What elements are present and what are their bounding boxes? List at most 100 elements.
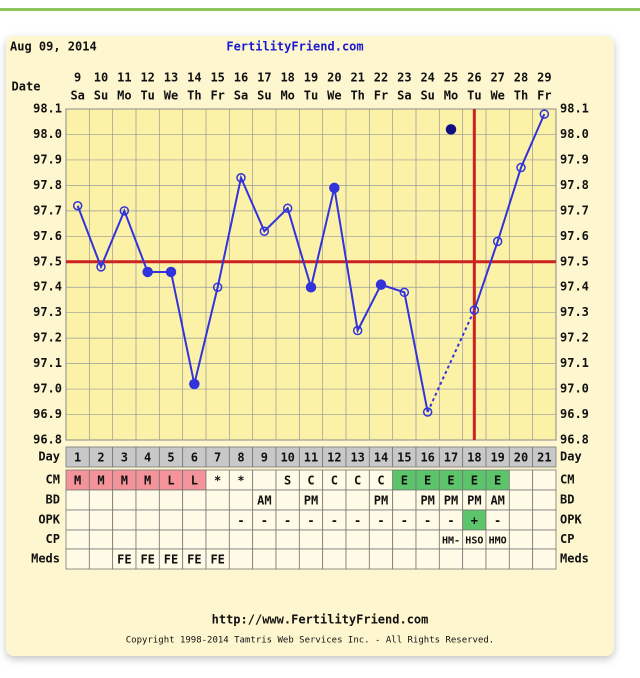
cell-text: S bbox=[284, 474, 291, 488]
table-cell bbox=[392, 548, 417, 570]
cell-text: M bbox=[74, 474, 81, 488]
table-cell bbox=[275, 529, 300, 550]
table-cell bbox=[228, 489, 254, 511]
table-cell bbox=[368, 548, 394, 570]
weekday-label: Th bbox=[187, 89, 201, 103]
table-cell bbox=[322, 548, 347, 570]
y-tick-label-right: 97.0 bbox=[560, 382, 589, 396]
table-cell bbox=[392, 529, 417, 550]
table-cell bbox=[252, 529, 277, 550]
cell-text: HM- bbox=[442, 536, 460, 547]
cell-text: 8 bbox=[237, 451, 244, 465]
temperature-point bbox=[469, 305, 480, 315]
temperature-point bbox=[329, 182, 340, 194]
cell-text: FE bbox=[164, 553, 178, 567]
cell-text: 17 bbox=[444, 451, 458, 465]
temperature-point bbox=[516, 162, 526, 173]
y-tick-label: 97.3 bbox=[33, 305, 62, 319]
gap-bridge bbox=[426, 309, 476, 413]
temperature-point bbox=[305, 281, 317, 293]
weekday-label: Su bbox=[94, 89, 108, 103]
table-cell bbox=[415, 529, 440, 550]
y-tick-label: 98.0 bbox=[33, 127, 62, 141]
table-cell bbox=[158, 489, 184, 511]
table-cell bbox=[135, 529, 160, 550]
cell-text: AM bbox=[257, 494, 271, 508]
y-tick-label-right: 97.8 bbox=[560, 178, 589, 192]
x-tick-label: 24 bbox=[420, 71, 434, 85]
temperature-line bbox=[76, 113, 546, 413]
weekday-label: Sa bbox=[70, 89, 84, 103]
weekday-label: Th bbox=[514, 89, 528, 103]
cell-text: PM bbox=[444, 494, 458, 508]
cell-text: C bbox=[377, 474, 384, 488]
weekday-label: Tu bbox=[304, 89, 318, 103]
table-cell bbox=[205, 489, 230, 511]
top-bar bbox=[0, 8, 640, 11]
table-cell bbox=[532, 509, 557, 531]
cell-text: 4 bbox=[144, 451, 151, 465]
row-label: Day bbox=[38, 450, 60, 464]
weekday-label: Tu bbox=[140, 89, 154, 103]
table-cell bbox=[532, 529, 557, 550]
table-cell bbox=[532, 489, 557, 511]
temperature-point bbox=[165, 266, 177, 278]
cell-text: PM bbox=[304, 494, 318, 508]
table-cell bbox=[532, 469, 557, 491]
table-cell bbox=[508, 469, 534, 491]
table-cell bbox=[508, 489, 534, 511]
cell-text: 6 bbox=[191, 451, 198, 465]
chart-date: Aug 09, 2014 bbox=[10, 40, 97, 54]
table-cell bbox=[135, 509, 160, 531]
table-cell bbox=[508, 529, 534, 550]
table-cell bbox=[345, 489, 370, 511]
table-cell bbox=[228, 548, 254, 570]
cell-text: FE bbox=[140, 553, 154, 567]
table-cell bbox=[88, 529, 114, 550]
cell-text: HMO bbox=[489, 536, 507, 547]
cell-text: - bbox=[331, 514, 338, 528]
table-cell bbox=[65, 529, 90, 550]
table-cell bbox=[532, 446, 557, 468]
weekday-label: Th bbox=[350, 89, 364, 103]
y-tick-label: 96.8 bbox=[33, 433, 62, 447]
cell-text: - bbox=[424, 514, 431, 528]
cell-text: - bbox=[377, 514, 384, 528]
cell-text: - bbox=[261, 514, 268, 528]
table-cell bbox=[182, 489, 207, 511]
cell-text: 11 bbox=[304, 451, 318, 465]
table-cell bbox=[112, 509, 137, 531]
row-label: Meds bbox=[31, 552, 60, 566]
table-cell bbox=[275, 548, 300, 570]
x-tick-label: 25 bbox=[444, 71, 458, 85]
cell-text: 15 bbox=[397, 451, 411, 465]
x-tick-label: 12 bbox=[140, 71, 154, 85]
cell-text: * bbox=[237, 474, 244, 488]
cell-text: * bbox=[214, 474, 221, 488]
x-tick-label: 23 bbox=[397, 71, 411, 85]
row-label-right: Meds bbox=[560, 552, 589, 566]
y-tick-label-right: 97.6 bbox=[560, 229, 589, 243]
row-label-right: OPK bbox=[560, 513, 582, 527]
table-cell bbox=[65, 489, 90, 511]
weekday-label: Su bbox=[257, 89, 271, 103]
table-cell bbox=[88, 548, 114, 570]
table-cell bbox=[532, 548, 557, 570]
cell-text: 18 bbox=[467, 451, 481, 465]
cell-text: FE bbox=[117, 553, 131, 567]
y-tick-label-right: 97.4 bbox=[560, 280, 589, 294]
table-cell bbox=[65, 509, 90, 531]
y-tick-label: 97.5 bbox=[33, 254, 62, 268]
x-tick-label: 29 bbox=[537, 71, 551, 85]
cell-text: 9 bbox=[261, 451, 268, 465]
footer-url: http://www.FertilityFriend.com bbox=[212, 613, 429, 627]
table-cell bbox=[252, 469, 277, 491]
row-label: CM bbox=[46, 473, 60, 487]
temperature-point bbox=[96, 262, 106, 272]
weekday-label: We bbox=[164, 89, 178, 103]
table-cell bbox=[65, 548, 90, 570]
table-cell bbox=[228, 529, 254, 550]
table-cell bbox=[88, 489, 114, 511]
weekday-label: Fr bbox=[374, 89, 388, 103]
cell-text: L bbox=[191, 474, 198, 488]
